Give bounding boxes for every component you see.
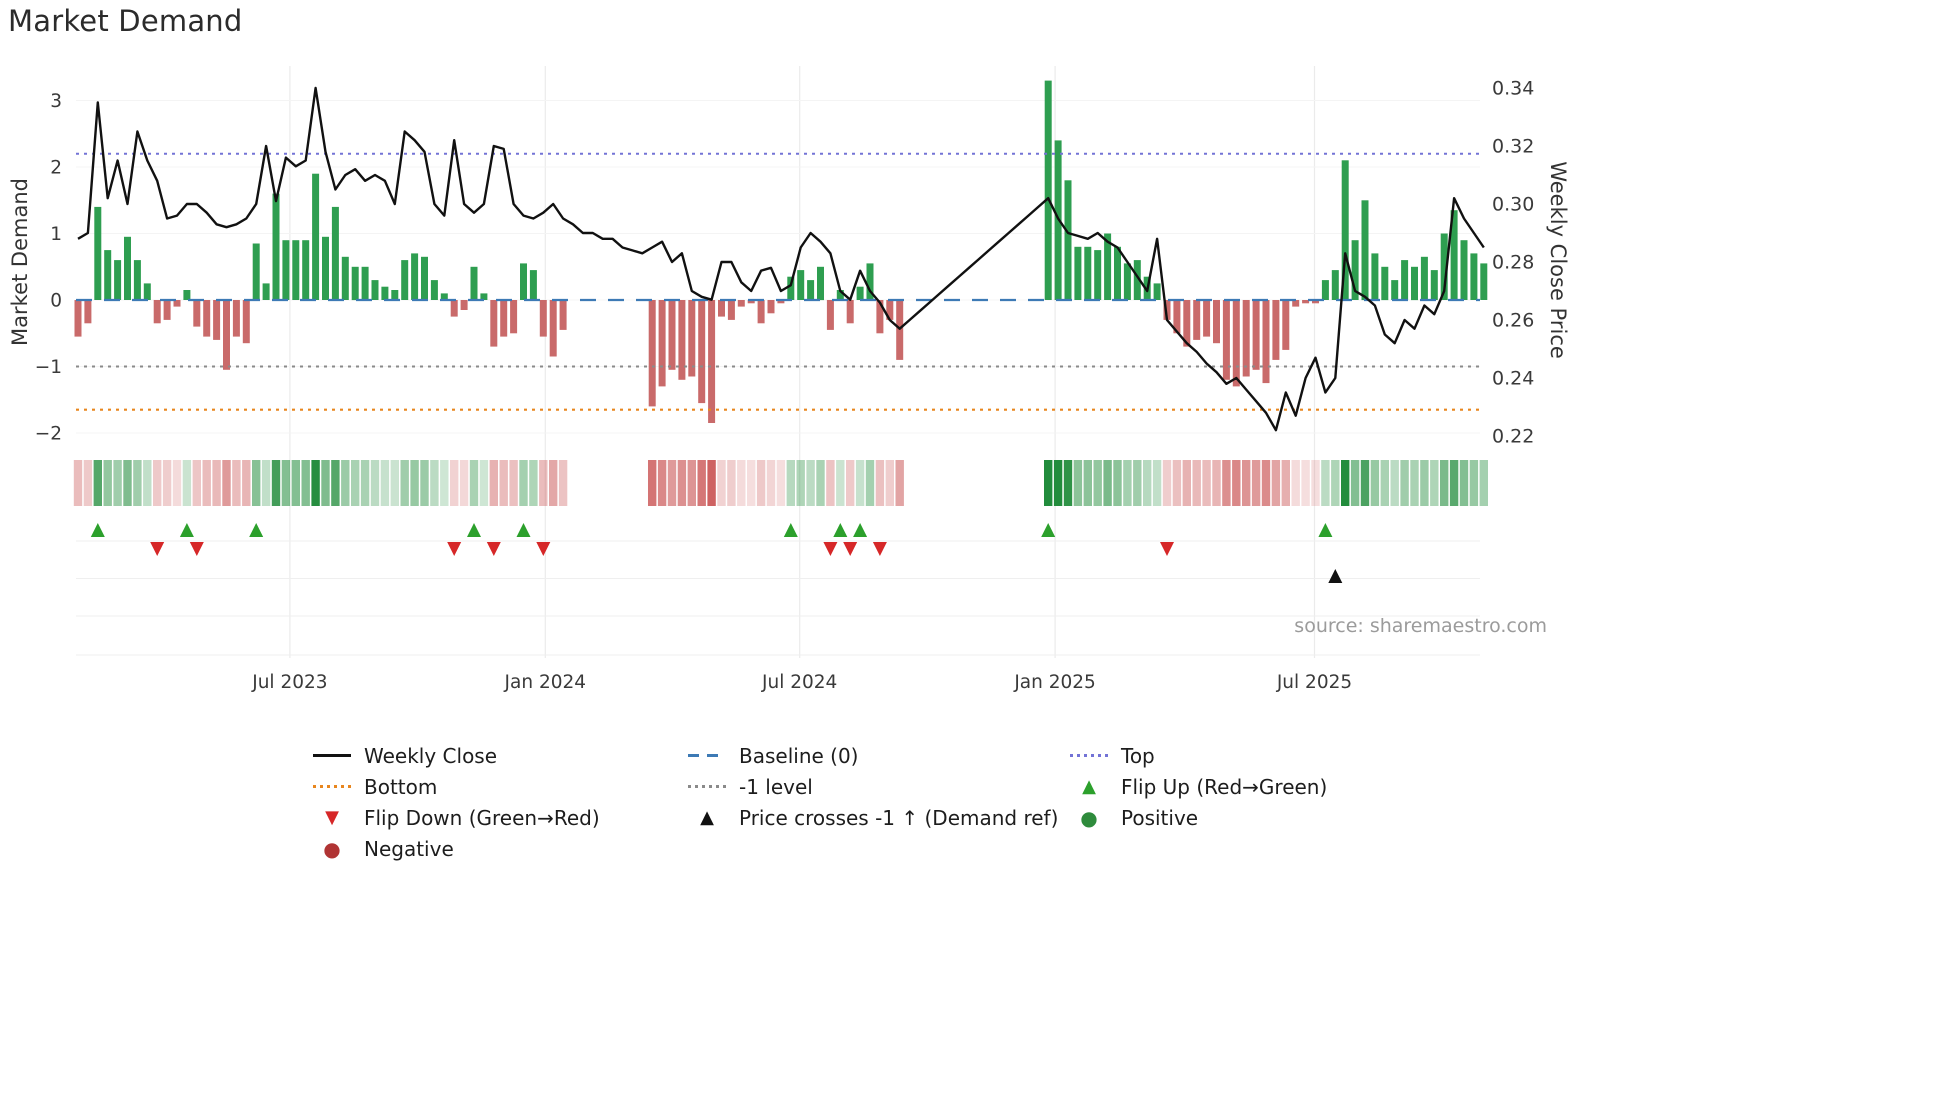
legend-label: Positive	[1121, 805, 1199, 830]
svg-text:3: 3	[50, 91, 62, 112]
positive-dot-icon: ●	[1080, 805, 1098, 830]
legend-item-top: Top	[1070, 744, 1550, 768]
svg-text:2: 2	[50, 158, 62, 179]
legend-label: Flip Up (Red→Green)	[1121, 774, 1328, 799]
legend-item-positive: ● Positive	[1070, 806, 1550, 830]
price-cross-triangle-icon: ▲	[700, 806, 714, 828]
legend-label: Flip Down (Green→Red)	[364, 805, 600, 830]
top-dotted-line-icon	[1070, 754, 1108, 757]
flip-up-triangle-icon: ▲	[1082, 775, 1096, 797]
legend-item-baseline: Baseline (0)	[688, 744, 1070, 768]
legend-item-flip-down: ▼ Flip Down (Green→Red)	[313, 806, 688, 830]
svg-text:Jul 2023: Jul 2023	[251, 672, 327, 693]
source-credit: source: sharemaestro.com	[1294, 615, 1547, 637]
demand-price-chart: 3 2 1 0 −1 −2 0.34 0.32 0.30 0.28 0.26 0.24 0.22 Jul …	[35, 66, 1534, 693]
weekly-close-line-icon	[313, 754, 351, 757]
svg-text:0: 0	[50, 291, 62, 312]
chart-legend: Weekly Close Baseline (0) Top Bottom -1 …	[313, 740, 1550, 864]
svg-text:0.34: 0.34	[1492, 78, 1534, 100]
legend-label: Bottom	[364, 774, 438, 799]
legend-label: -1 level	[739, 774, 813, 799]
legend-label: Top	[1121, 743, 1155, 768]
svg-text:0.32: 0.32	[1492, 136, 1534, 158]
legend-label: Price crosses -1 ↑ (Demand ref)	[739, 805, 1059, 830]
page-title: Market Demand	[8, 4, 243, 38]
bottom-dotted-line-icon	[313, 785, 351, 788]
svg-text:0.30: 0.30	[1492, 194, 1534, 216]
svg-text:Jan 2024: Jan 2024	[504, 672, 586, 693]
right-axis-label: Weekly Close Price	[1546, 161, 1570, 359]
legend-item-price-cross: ▲ Price crosses -1 ↑ (Demand ref)	[688, 806, 1070, 830]
negative-dot-icon: ●	[323, 836, 341, 861]
svg-text:1: 1	[50, 224, 62, 245]
left-axis-label: Market Demand	[8, 178, 32, 346]
svg-text:0.26: 0.26	[1492, 310, 1534, 332]
legend-item-bottom: Bottom	[313, 775, 688, 799]
svg-text:0.24: 0.24	[1492, 368, 1534, 390]
legend-item-flip-up: ▲ Flip Up (Red→Green)	[1070, 775, 1550, 799]
svg-text:0.28: 0.28	[1492, 252, 1534, 274]
svg-text:−1: −1	[35, 357, 62, 378]
legend-label: Negative	[364, 836, 454, 861]
svg-text:−2: −2	[35, 424, 62, 445]
legend-item-minus-one-level: -1 level	[688, 775, 1070, 799]
svg-text:Jul 2025: Jul 2025	[1276, 672, 1352, 693]
minus-one-dotted-line-icon	[688, 785, 726, 788]
legend-item-negative: ● Negative	[313, 837, 688, 861]
svg-text:Jul 2024: Jul 2024	[761, 672, 837, 693]
legend-label: Weekly Close	[364, 743, 498, 768]
svg-text:Jan 2025: Jan 2025	[1013, 672, 1095, 693]
legend-label: Baseline (0)	[739, 743, 859, 768]
legend-item-weekly-close: Weekly Close	[313, 744, 688, 768]
svg-text:0.22: 0.22	[1492, 426, 1534, 448]
flip-down-triangle-icon: ▼	[325, 806, 339, 828]
baseline-dashed-line-icon	[688, 754, 726, 757]
